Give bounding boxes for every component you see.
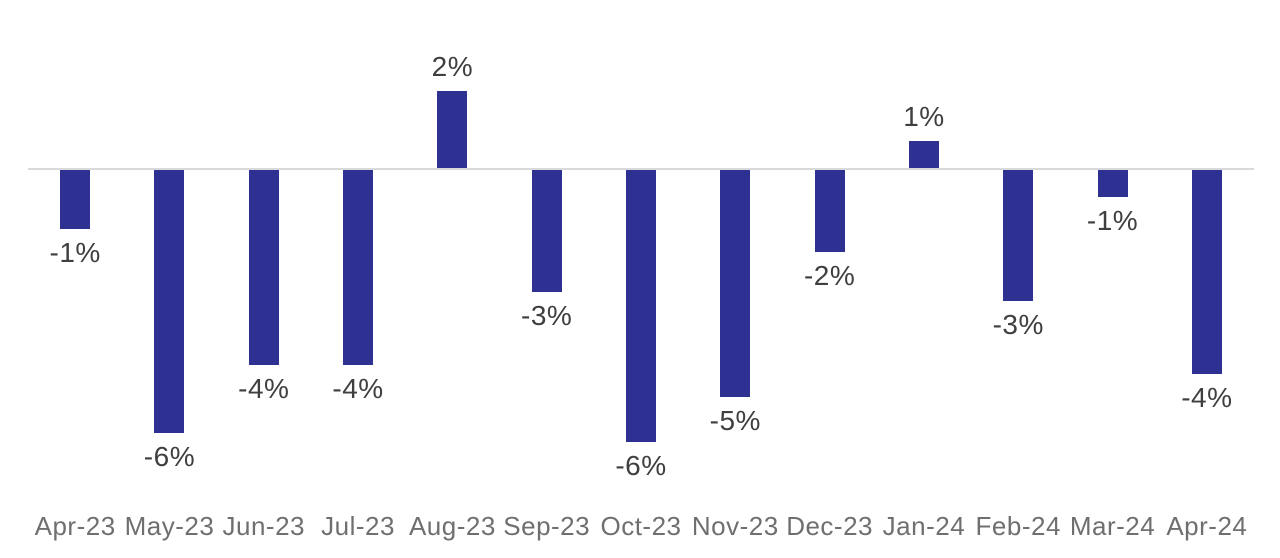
x-axis-label: Oct-23 [600,511,682,541]
x-axis-label: Apr-23 [34,511,116,541]
x-axis-label: Jan-24 [882,511,966,541]
bar [531,170,562,293]
x-axis-label: Jun-23 [222,511,306,541]
bar [626,170,656,442]
bar [248,170,279,365]
bar-value-label: -3% [521,300,573,332]
bar [343,170,374,365]
bar-value-label: -6% [615,449,667,481]
bar-value-label: -6% [143,440,196,472]
x-axis-label: Jul-23 [321,511,395,541]
x-axis-label: Nov-23 [691,511,779,541]
bar [908,140,939,168]
x-axis-label: May-23 [124,511,215,541]
bar [437,90,468,168]
bar [1097,170,1128,198]
bar [60,170,91,229]
x-axis-label: Aug-23 [408,511,496,541]
x-axis-label: Feb-24 [975,511,1061,541]
x-axis-label: Mar-24 [1069,511,1156,541]
bar-value-label: 1% [903,100,945,132]
bar-value-label: -1% [1086,205,1139,237]
bar-value-label: -4% [1181,381,1233,413]
bar [1003,170,1034,302]
x-axis-label: Dec-23 [786,511,874,541]
bar-value-label: -5% [709,404,761,436]
bar [154,170,185,433]
bar-value-label: -3% [992,309,1044,341]
bar-value-label: -2% [803,259,856,291]
bar [814,170,845,252]
bar-value-label: -4% [238,372,290,404]
x-axis-label: Apr-24 [1166,511,1248,541]
zero-axis-line [28,168,1254,170]
bar-value-label: -4% [332,372,384,404]
bar [1191,170,1222,374]
x-axis-label: Sep-23 [503,511,591,541]
bar-value-label: -1% [49,236,101,268]
bar-value-label: 2% [431,50,474,82]
bar [720,170,751,397]
